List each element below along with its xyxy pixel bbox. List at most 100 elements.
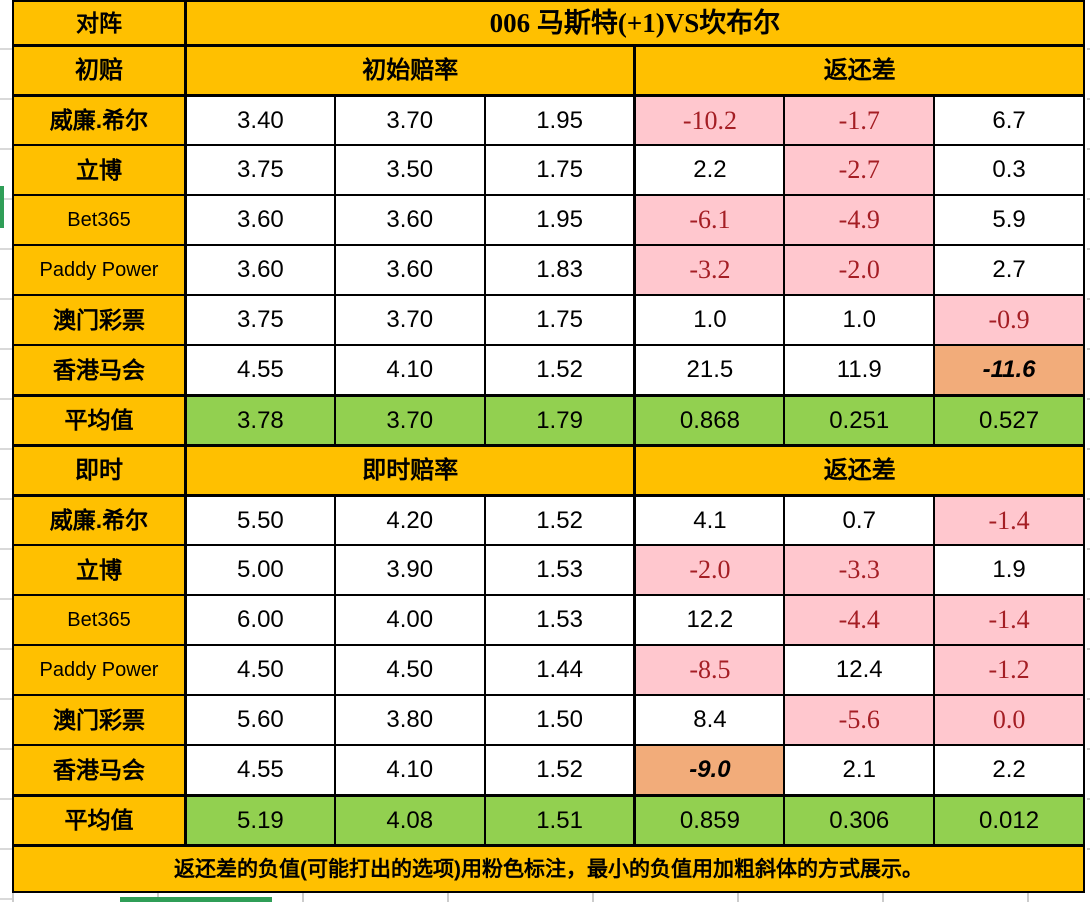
diff-header-cell-initial[interactable]: 返还差 xyxy=(635,46,1083,94)
odds-cell[interactable]: 3.80 xyxy=(335,696,484,744)
odds-cell[interactable]: 1.44 xyxy=(485,646,634,694)
avg-diff-cell[interactable]: 0.859 xyxy=(635,796,784,844)
diff-cell[interactable]: -3.2 xyxy=(635,246,784,294)
odds-cell[interactable]: 4.20 xyxy=(335,496,484,544)
odds-cell[interactable]: 1.75 xyxy=(485,296,634,344)
diff-cell[interactable]: -6.1 xyxy=(635,196,784,244)
avg-odds-cell[interactable]: 1.79 xyxy=(485,396,634,444)
odds-cell[interactable]: 3.75 xyxy=(186,296,334,344)
diff-cell-min-negative[interactable]: -9.0 xyxy=(635,746,784,794)
odds-cell[interactable]: 3.40 xyxy=(186,96,334,144)
section-key-cell-initial[interactable]: 初赔 xyxy=(14,46,184,94)
avg-diff-cell[interactable]: 0.868 xyxy=(635,396,784,444)
matchup-label-cell[interactable]: 对阵 xyxy=(14,2,184,44)
odds-cell[interactable]: 1.52 xyxy=(485,746,634,794)
odds-cell[interactable]: 4.00 xyxy=(335,596,484,644)
diff-cell[interactable]: -5.6 xyxy=(785,696,934,744)
odds-cell[interactable]: 3.70 xyxy=(335,296,484,344)
diff-cell[interactable]: -3.3 xyxy=(785,546,934,594)
diff-cell[interactable]: -1.7 xyxy=(785,96,934,144)
odds-cell[interactable]: 4.55 xyxy=(186,746,334,794)
odds-cell[interactable]: 3.60 xyxy=(186,246,334,294)
diff-cell[interactable]: 2.1 xyxy=(785,746,934,794)
bookmaker-label[interactable]: 威廉.希尔 xyxy=(14,496,184,544)
odds-cell[interactable]: 1.53 xyxy=(485,546,634,594)
diff-cell[interactable]: -0.9 xyxy=(935,296,1083,344)
odds-cell[interactable]: 3.70 xyxy=(335,96,484,144)
odds-cell[interactable]: 1.52 xyxy=(485,346,634,394)
odds-cell[interactable]: 3.60 xyxy=(335,246,484,294)
diff-cell[interactable]: 1.0 xyxy=(785,296,934,344)
odds-cell[interactable]: 3.60 xyxy=(335,196,484,244)
diff-cell[interactable]: -1.4 xyxy=(935,596,1083,644)
avg-odds-cell[interactable]: 4.08 xyxy=(335,796,484,844)
odds-cell[interactable]: 6.00 xyxy=(186,596,334,644)
bookmaker-label[interactable]: 香港马会 xyxy=(14,346,184,394)
bookmaker-label[interactable]: 香港马会 xyxy=(14,746,184,794)
diff-cell[interactable]: -4.9 xyxy=(785,196,934,244)
diff-cell[interactable]: 11.9 xyxy=(785,346,934,394)
diff-cell[interactable]: 2.2 xyxy=(935,746,1083,794)
diff-cell[interactable]: 4.1 xyxy=(635,496,784,544)
diff-cell[interactable]: 12.2 xyxy=(635,596,784,644)
odds-cell[interactable]: 1.75 xyxy=(485,146,634,194)
odds-cell[interactable]: 1.50 xyxy=(485,696,634,744)
odds-header-cell-initial[interactable]: 初始赔率 xyxy=(186,46,634,94)
odds-cell[interactable]: 1.52 xyxy=(485,496,634,544)
avg-odds-cell[interactable]: 1.51 xyxy=(485,796,634,844)
match-title-cell[interactable]: 006 马斯特(+1)VS坎布尔 xyxy=(186,2,1083,44)
bookmaker-label[interactable]: Paddy Power xyxy=(14,646,184,694)
diff-cell[interactable]: 2.7 xyxy=(935,246,1083,294)
odds-cell[interactable]: 1.95 xyxy=(485,96,634,144)
odds-header-cell-live[interactable]: 即时赔率 xyxy=(186,446,634,494)
diff-cell[interactable]: 1.9 xyxy=(935,546,1083,594)
bookmaker-label[interactable]: 威廉.希尔 xyxy=(14,96,184,144)
odds-cell[interactable]: 3.60 xyxy=(186,196,334,244)
odds-cell[interactable]: 4.10 xyxy=(335,346,484,394)
diff-cell[interactable]: 0.7 xyxy=(785,496,934,544)
diff-cell[interactable]: 8.4 xyxy=(635,696,784,744)
odds-cell[interactable]: 1.53 xyxy=(485,596,634,644)
odds-cell[interactable]: 5.60 xyxy=(186,696,334,744)
avg-diff-cell[interactable]: 0.251 xyxy=(785,396,934,444)
diff-cell[interactable]: -2.0 xyxy=(635,546,784,594)
diff-cell[interactable]: 0.3 xyxy=(935,146,1083,194)
diff-cell[interactable]: 5.9 xyxy=(935,196,1083,244)
odds-cell[interactable]: 4.50 xyxy=(335,646,484,694)
diff-cell[interactable]: -8.5 xyxy=(635,646,784,694)
bookmaker-label[interactable]: 澳门彩票 xyxy=(14,296,184,344)
bookmaker-label[interactable]: Bet365 xyxy=(14,196,184,244)
diff-cell[interactable]: 1.0 xyxy=(635,296,784,344)
odds-cell[interactable]: 3.90 xyxy=(335,546,484,594)
odds-cell[interactable]: 5.50 xyxy=(186,496,334,544)
diff-cell[interactable]: -1.2 xyxy=(935,646,1083,694)
avg-diff-cell[interactable]: 0.012 xyxy=(935,796,1083,844)
bookmaker-label[interactable]: Paddy Power xyxy=(14,246,184,294)
odds-cell[interactable]: 3.75 xyxy=(186,146,334,194)
diff-header-cell-live[interactable]: 返还差 xyxy=(635,446,1083,494)
odds-cell[interactable]: 4.50 xyxy=(186,646,334,694)
odds-cell[interactable]: 4.10 xyxy=(335,746,484,794)
odds-cell[interactable]: 1.83 xyxy=(485,246,634,294)
odds-cell[interactable]: 1.95 xyxy=(485,196,634,244)
avg-odds-cell[interactable]: 3.70 xyxy=(335,396,484,444)
diff-cell[interactable]: 12.4 xyxy=(785,646,934,694)
diff-cell[interactable]: -2.0 xyxy=(785,246,934,294)
diff-cell[interactable]: -2.7 xyxy=(785,146,934,194)
odds-cell[interactable]: 3.50 xyxy=(335,146,484,194)
avg-odds-cell[interactable]: 5.19 xyxy=(186,796,334,844)
bookmaker-label[interactable]: 立博 xyxy=(14,546,184,594)
diff-cell[interactable]: 6.7 xyxy=(935,96,1083,144)
bookmaker-label[interactable]: Bet365 xyxy=(14,596,184,644)
diff-cell[interactable]: 2.2 xyxy=(635,146,784,194)
diff-cell[interactable]: 21.5 xyxy=(635,346,784,394)
odds-cell[interactable]: 4.55 xyxy=(186,346,334,394)
section-key-cell-live[interactable]: 即时 xyxy=(14,446,184,494)
diff-cell-min-negative[interactable]: -11.6 xyxy=(935,346,1083,394)
diff-cell[interactable]: -10.2 xyxy=(635,96,784,144)
avg-diff-cell[interactable]: 0.527 xyxy=(935,396,1083,444)
diff-cell[interactable]: 0.0 xyxy=(935,696,1083,744)
avg-diff-cell[interactable]: 0.306 xyxy=(785,796,934,844)
avg-odds-cell[interactable]: 3.78 xyxy=(186,396,334,444)
bookmaker-label[interactable]: 澳门彩票 xyxy=(14,696,184,744)
